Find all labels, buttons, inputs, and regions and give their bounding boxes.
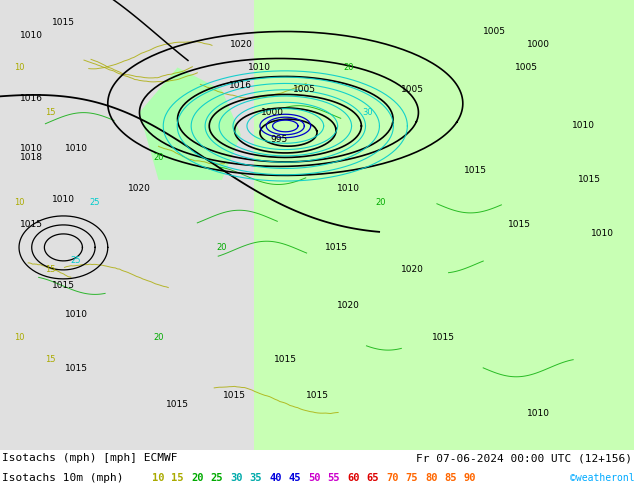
Text: 10: 10 <box>152 473 164 483</box>
Text: 995: 995 <box>270 135 288 144</box>
Text: 1005: 1005 <box>401 85 424 95</box>
Text: 1010: 1010 <box>65 144 87 153</box>
Text: 20: 20 <box>375 198 385 207</box>
Text: Isotachs 10m (mph): Isotachs 10m (mph) <box>2 473 124 483</box>
Text: 1010: 1010 <box>20 144 43 153</box>
Text: 1015: 1015 <box>166 400 189 409</box>
Text: 1010: 1010 <box>337 184 360 194</box>
Text: 15: 15 <box>46 266 56 274</box>
Text: 15: 15 <box>46 355 56 365</box>
Polygon shape <box>139 68 241 180</box>
Text: 40: 40 <box>269 473 281 483</box>
Text: 1018: 1018 <box>20 153 43 162</box>
Text: 1020: 1020 <box>337 301 360 310</box>
Text: ©weatheronline.co.uk: ©weatheronline.co.uk <box>570 473 634 483</box>
Text: 1015: 1015 <box>508 220 531 229</box>
Text: 35: 35 <box>250 473 262 483</box>
Text: 1015: 1015 <box>274 355 297 365</box>
Text: 1015: 1015 <box>20 220 43 229</box>
Text: 1020: 1020 <box>401 266 424 274</box>
Text: 1015: 1015 <box>325 243 347 252</box>
Text: 25: 25 <box>90 198 100 207</box>
Text: 30: 30 <box>363 108 373 117</box>
Text: 45: 45 <box>288 473 301 483</box>
Text: 10: 10 <box>14 63 24 72</box>
Text: 1020: 1020 <box>128 184 151 194</box>
Polygon shape <box>254 0 634 450</box>
Text: 1010: 1010 <box>527 409 550 418</box>
Text: 90: 90 <box>464 473 477 483</box>
Text: 1010: 1010 <box>249 63 271 72</box>
Text: 50: 50 <box>308 473 321 483</box>
Text: 25: 25 <box>210 473 223 483</box>
Text: 80: 80 <box>425 473 437 483</box>
Text: 1016: 1016 <box>230 81 252 90</box>
Text: 20: 20 <box>153 333 164 342</box>
Text: 55: 55 <box>328 473 340 483</box>
Text: 20: 20 <box>217 243 227 252</box>
Polygon shape <box>0 0 254 450</box>
Text: 1015: 1015 <box>52 18 75 27</box>
Text: 60: 60 <box>347 473 359 483</box>
Text: 20: 20 <box>344 63 354 72</box>
Text: 20: 20 <box>191 473 204 483</box>
Text: 1000: 1000 <box>527 41 550 49</box>
Text: 75: 75 <box>406 473 418 483</box>
Text: 25: 25 <box>71 256 81 266</box>
Text: 65: 65 <box>366 473 379 483</box>
Text: 1005: 1005 <box>483 27 506 36</box>
Text: 70: 70 <box>386 473 399 483</box>
Text: 1000: 1000 <box>261 108 284 117</box>
Text: 10: 10 <box>14 198 24 207</box>
Text: 1015: 1015 <box>578 175 601 184</box>
Text: 1015: 1015 <box>432 333 455 342</box>
Text: 85: 85 <box>444 473 457 483</box>
Text: 1015: 1015 <box>52 281 75 290</box>
Text: 10: 10 <box>14 333 24 342</box>
Text: 1005: 1005 <box>515 63 538 72</box>
Text: 15: 15 <box>46 108 56 117</box>
Text: Fr 07-06-2024 00:00 UTC (12+156): Fr 07-06-2024 00:00 UTC (12+156) <box>416 453 632 463</box>
Text: 1015: 1015 <box>306 392 328 400</box>
Text: 1010: 1010 <box>591 229 614 239</box>
Text: 20: 20 <box>153 153 164 162</box>
Text: 1015: 1015 <box>223 392 246 400</box>
Text: 1010: 1010 <box>572 122 595 130</box>
Text: 1005: 1005 <box>293 85 316 95</box>
Text: 30: 30 <box>230 473 242 483</box>
Text: 1020: 1020 <box>230 41 252 49</box>
Text: 1015: 1015 <box>464 167 487 175</box>
Text: 1010: 1010 <box>65 310 87 319</box>
Text: 1016: 1016 <box>20 95 43 103</box>
Text: Isotachs (mph) [mph] ECMWF: Isotachs (mph) [mph] ECMWF <box>2 453 178 463</box>
Text: 15: 15 <box>172 473 184 483</box>
Text: 1015: 1015 <box>65 365 87 373</box>
Text: 1010: 1010 <box>52 196 75 204</box>
Text: 1010: 1010 <box>20 31 43 41</box>
